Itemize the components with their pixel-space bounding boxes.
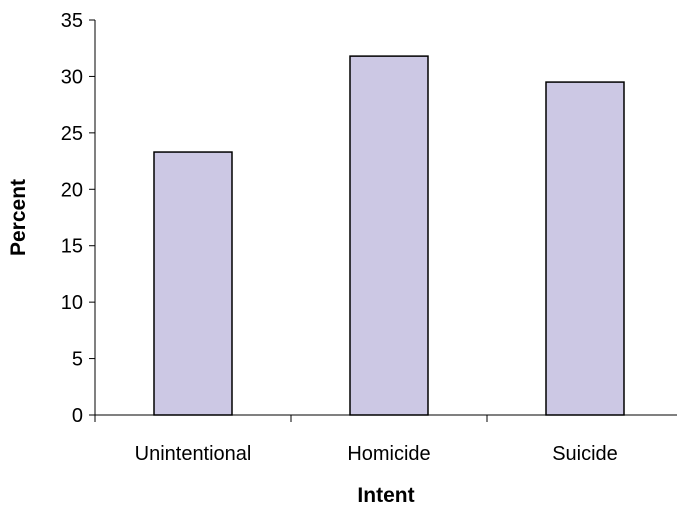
y-tick-label: 30 [61, 66, 83, 88]
y-tick-label: 15 [61, 236, 83, 258]
y-tick-label: 25 [61, 123, 83, 145]
bar-homicide [349, 55, 429, 416]
y-axis-title: Percent [7, 179, 30, 256]
bar-suicide [545, 81, 625, 416]
bar-unintentional [153, 151, 233, 416]
y-tick-label: 5 [72, 349, 83, 371]
y-axis-ticks: 0 5 10 15 20 25 30 35 [61, 10, 95, 427]
x-tick-label: Homicide [347, 443, 430, 465]
x-axis-ticks: Unintentional Homicide Suicide [94, 415, 618, 465]
bars [153, 55, 625, 416]
y-tick-label: 20 [61, 179, 83, 201]
y-tick-label: 10 [61, 292, 83, 314]
y-tick-label: 0 [72, 405, 83, 427]
x-axis-title: Intent [357, 484, 414, 507]
y-tick-label: 35 [61, 10, 83, 32]
x-tick-label: Unintentional [135, 443, 252, 465]
x-tick-label: Suicide [552, 443, 618, 465]
